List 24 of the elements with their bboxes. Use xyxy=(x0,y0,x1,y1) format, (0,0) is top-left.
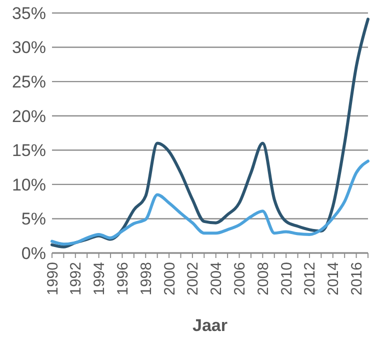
x-tick-label: 2004 xyxy=(208,262,226,296)
x-tick-label: 1992 xyxy=(68,262,85,296)
x-tick-label: 1994 xyxy=(91,262,108,296)
x-tick-label: 2008 xyxy=(254,262,272,296)
y-tick-label: 0% xyxy=(21,244,46,263)
x-tick-label: 2012 xyxy=(302,262,319,296)
x-tick-label: 2016 xyxy=(348,262,366,296)
x-axis-title: Jaar xyxy=(192,316,228,335)
y-tick-label: 35% xyxy=(12,4,46,23)
x-tick-label: 1990 xyxy=(44,262,62,296)
y-tick-label: 5% xyxy=(21,210,46,229)
x-tick-label: 2010 xyxy=(278,262,296,296)
y-tick-label: 20% xyxy=(12,106,46,126)
x-tick-label: 2002 xyxy=(184,262,202,296)
y-tick-label: 25% xyxy=(12,72,46,92)
x-tick-label: 2006 xyxy=(232,262,249,296)
y-tick-label: 15% xyxy=(12,141,46,160)
y-tick-label: 30% xyxy=(12,38,46,58)
line-series xyxy=(50,160,370,246)
x-tick-label: 1996 xyxy=(114,262,132,296)
x-tick-label: 2000 xyxy=(161,262,178,296)
x-tick-label: 2014 xyxy=(325,262,342,296)
x-tick-label: 1998 xyxy=(138,262,155,296)
y-tick-label: 10% xyxy=(12,175,46,194)
